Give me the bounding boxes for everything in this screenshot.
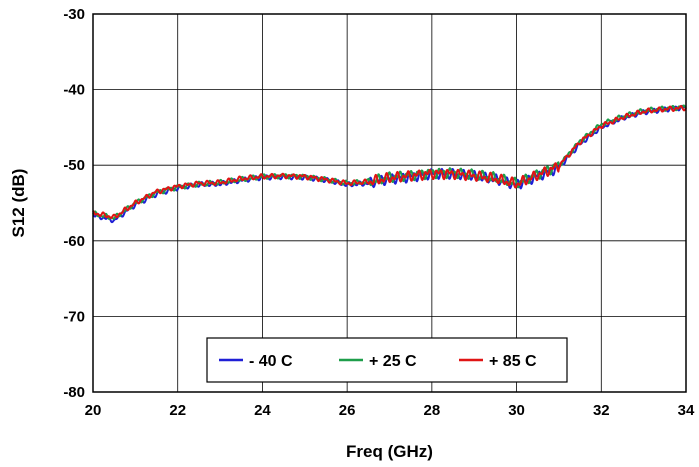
x-axis-title: Freq (GHz) — [346, 442, 433, 461]
series-lines — [92, 104, 687, 224]
x-tick-label: 20 — [85, 402, 102, 419]
legend-entry-label: + 85 C — [489, 353, 537, 370]
y-tick-label: -60 — [63, 233, 85, 250]
x-tick-label: 26 — [339, 402, 356, 419]
y-tick-labels: -30 -40 -50 -60 -70 -80 — [63, 6, 85, 401]
y-tick-label: -70 — [63, 308, 85, 325]
x-tick-label: 22 — [169, 402, 186, 419]
legend-entry-label: - 40 C — [249, 353, 293, 370]
legend-box — [206, 337, 568, 383]
x-tick-label: 24 — [254, 402, 271, 419]
plot-frame — [92, 13, 687, 393]
x-tick-labels: 20 22 24 26 28 30 32 34 — [85, 402, 695, 419]
x-tick-label: 28 — [424, 402, 441, 419]
y-tick-label: -50 — [63, 157, 85, 174]
legend-entry-label: + 25 C — [369, 353, 417, 370]
x-tick-label: 30 — [508, 402, 525, 419]
x-tick-label: 32 — [593, 402, 610, 419]
legend: - 40 C + 25 C + 85 C — [206, 337, 568, 383]
x-tick-label: 34 — [678, 402, 695, 419]
y-axis-title: S12 (dB) — [9, 169, 28, 238]
y-tick-label: -30 — [63, 6, 85, 23]
y-tick-label: -40 — [63, 82, 85, 99]
series-line — [92, 105, 687, 220]
y-tick-label: -80 — [63, 384, 85, 401]
